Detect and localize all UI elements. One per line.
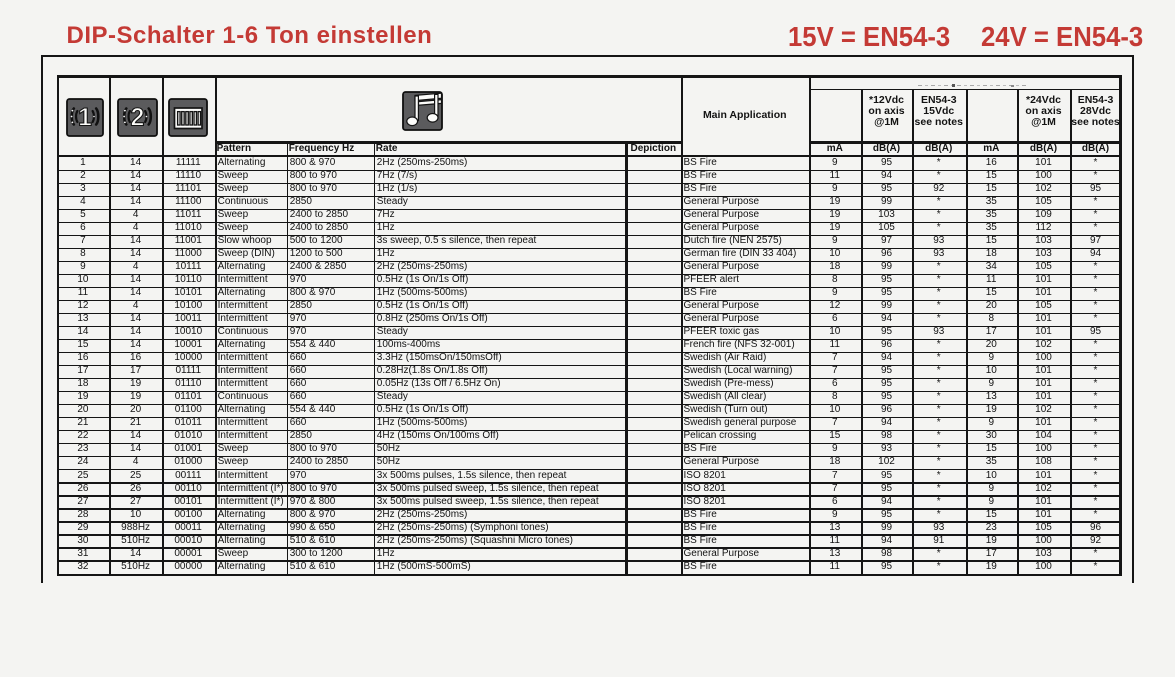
svg-text:1: 1 (78, 103, 92, 131)
svg-text:2: 2 (131, 103, 145, 131)
